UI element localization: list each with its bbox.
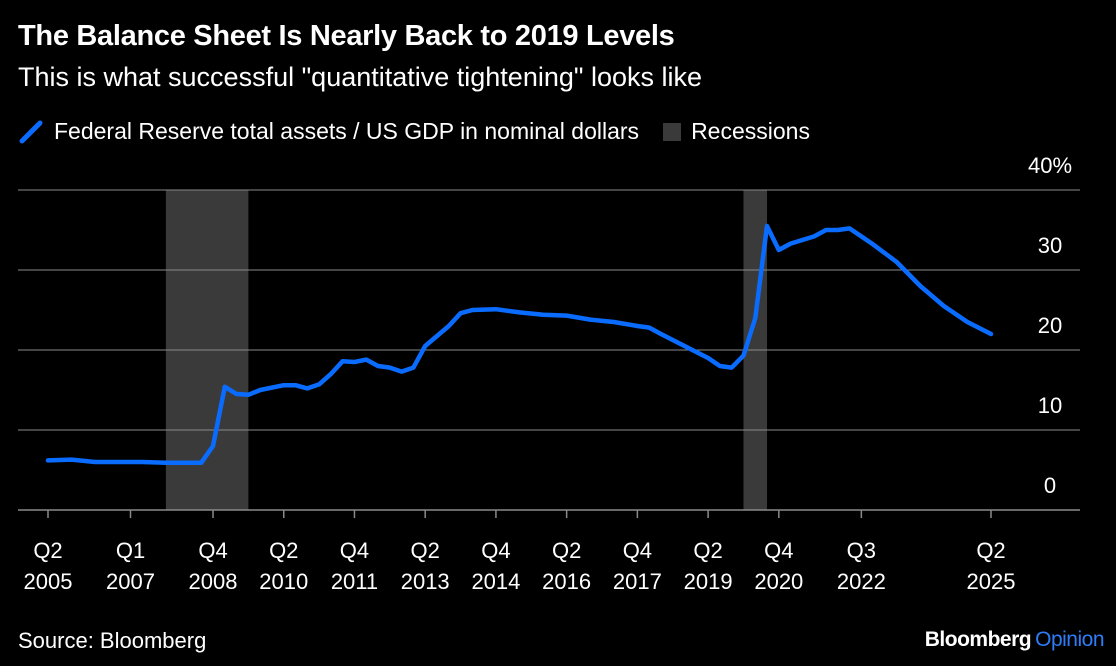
x-tick-year: 2013 xyxy=(401,569,450,594)
x-tick-quarter: Q4 xyxy=(623,538,652,563)
x-tick-quarter: Q3 xyxy=(847,538,876,563)
x-tick-quarter: Q4 xyxy=(340,538,369,563)
y-tick-label: 0 xyxy=(1044,473,1056,498)
x-tick-year: 2010 xyxy=(259,569,308,594)
x-tick-year: 2008 xyxy=(189,569,238,594)
brand-logo: Bloomberg Opinion xyxy=(924,628,1105,652)
x-tick-year: 2017 xyxy=(613,569,662,594)
y-tick-label: 20 xyxy=(1038,313,1062,338)
x-tick-quarter: Q4 xyxy=(764,538,793,563)
y-tick-label: 40% xyxy=(1028,153,1072,178)
x-tick-year: 2011 xyxy=(331,569,378,594)
x-tick-year: 2020 xyxy=(754,569,803,594)
x-tick-quarter: Q2 xyxy=(269,538,298,563)
x-tick-quarter: Q4 xyxy=(481,538,510,563)
brand-main: Bloomberg xyxy=(924,628,1032,651)
x-tick-quarter: Q2 xyxy=(552,538,581,563)
x-tick-quarter: Q4 xyxy=(198,538,227,563)
x-tick-year: 2007 xyxy=(106,569,155,594)
x-tick-year: 2014 xyxy=(471,569,520,594)
y-tick-label: 30 xyxy=(1038,233,1062,258)
y-tick-label: 10 xyxy=(1038,393,1062,418)
source-note: Source: Bloomberg xyxy=(18,628,207,653)
x-tick-quarter: Q2 xyxy=(33,538,62,563)
legend: Federal Reserve total assets / US GDP in… xyxy=(18,118,810,145)
x-tick-year: 2019 xyxy=(684,569,733,594)
x-tick-year: 2022 xyxy=(837,569,886,594)
x-tick-year: 2016 xyxy=(542,569,591,594)
legend-line-swatch xyxy=(18,119,46,145)
x-tick-quarter: Q1 xyxy=(116,538,145,563)
legend-recession-label: Recessions xyxy=(691,118,810,144)
chart-title: The Balance Sheet Is Nearly Back to 2019… xyxy=(18,20,675,52)
x-tick-quarter: Q2 xyxy=(411,538,440,563)
x-tick-quarter: Q2 xyxy=(976,538,1005,563)
chart-subtitle: This is what successful "quantitative ti… xyxy=(18,62,703,92)
x-tick-year: 2025 xyxy=(967,569,1016,594)
x-tick-quarter: Q2 xyxy=(693,538,722,563)
series-line-1 xyxy=(45,223,994,466)
x-tick-year: 2005 xyxy=(24,569,73,594)
legend-recession-swatch xyxy=(663,122,682,141)
legend-series-label: Federal Reserve total assets / US GDP in… xyxy=(54,118,640,144)
brand-accent: Opinion xyxy=(1035,628,1104,651)
